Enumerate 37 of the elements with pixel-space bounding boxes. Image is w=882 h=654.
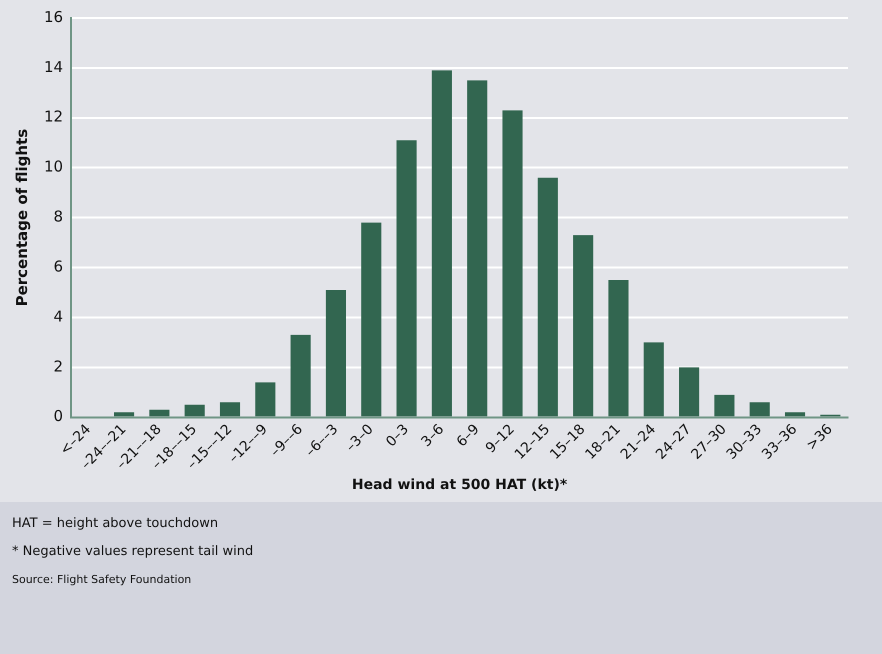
y-tick-label: 16 xyxy=(44,8,64,26)
bar xyxy=(255,382,276,416)
bar xyxy=(432,70,452,416)
y-tick-label: 8 xyxy=(54,208,64,226)
y-tick-label: 0 xyxy=(54,407,64,426)
x-tick-label: 6–9 xyxy=(454,421,483,450)
bar xyxy=(714,394,734,416)
y-tick-label: 10 xyxy=(44,158,64,176)
x-tick-label: 3–6 xyxy=(418,421,448,450)
bar xyxy=(326,290,346,416)
bar xyxy=(361,222,382,416)
bar xyxy=(220,402,240,416)
y-tick-label: 14 xyxy=(44,58,64,76)
bar xyxy=(396,140,417,416)
y-tick-label: 6 xyxy=(54,257,64,276)
bar xyxy=(184,404,205,416)
bar xyxy=(608,280,629,416)
bar xyxy=(502,110,523,416)
bar xyxy=(467,80,488,416)
bar xyxy=(679,367,700,416)
y-tick-label: 12 xyxy=(44,108,64,126)
bar xyxy=(149,410,170,416)
text: HAT = height above touchdown xyxy=(12,515,220,533)
bar xyxy=(784,412,806,416)
bar xyxy=(290,334,311,416)
bar xyxy=(644,342,664,416)
y-tick-label: 2 xyxy=(54,357,64,376)
bar xyxy=(538,178,558,416)
source-note: Source: Flight Safety Foundation xyxy=(12,572,192,588)
bar xyxy=(573,235,594,416)
text: * Negative values represent tail wind xyxy=(12,543,254,561)
x-tick-label: 0–3 xyxy=(383,421,412,450)
bar xyxy=(114,412,134,416)
y-tick-label: 4 xyxy=(54,307,64,326)
y-axis-title: Percentage of flights xyxy=(12,128,31,306)
bar xyxy=(750,402,770,416)
x-axis-title: Head wind at 500 HAT (kt)* xyxy=(352,477,568,494)
